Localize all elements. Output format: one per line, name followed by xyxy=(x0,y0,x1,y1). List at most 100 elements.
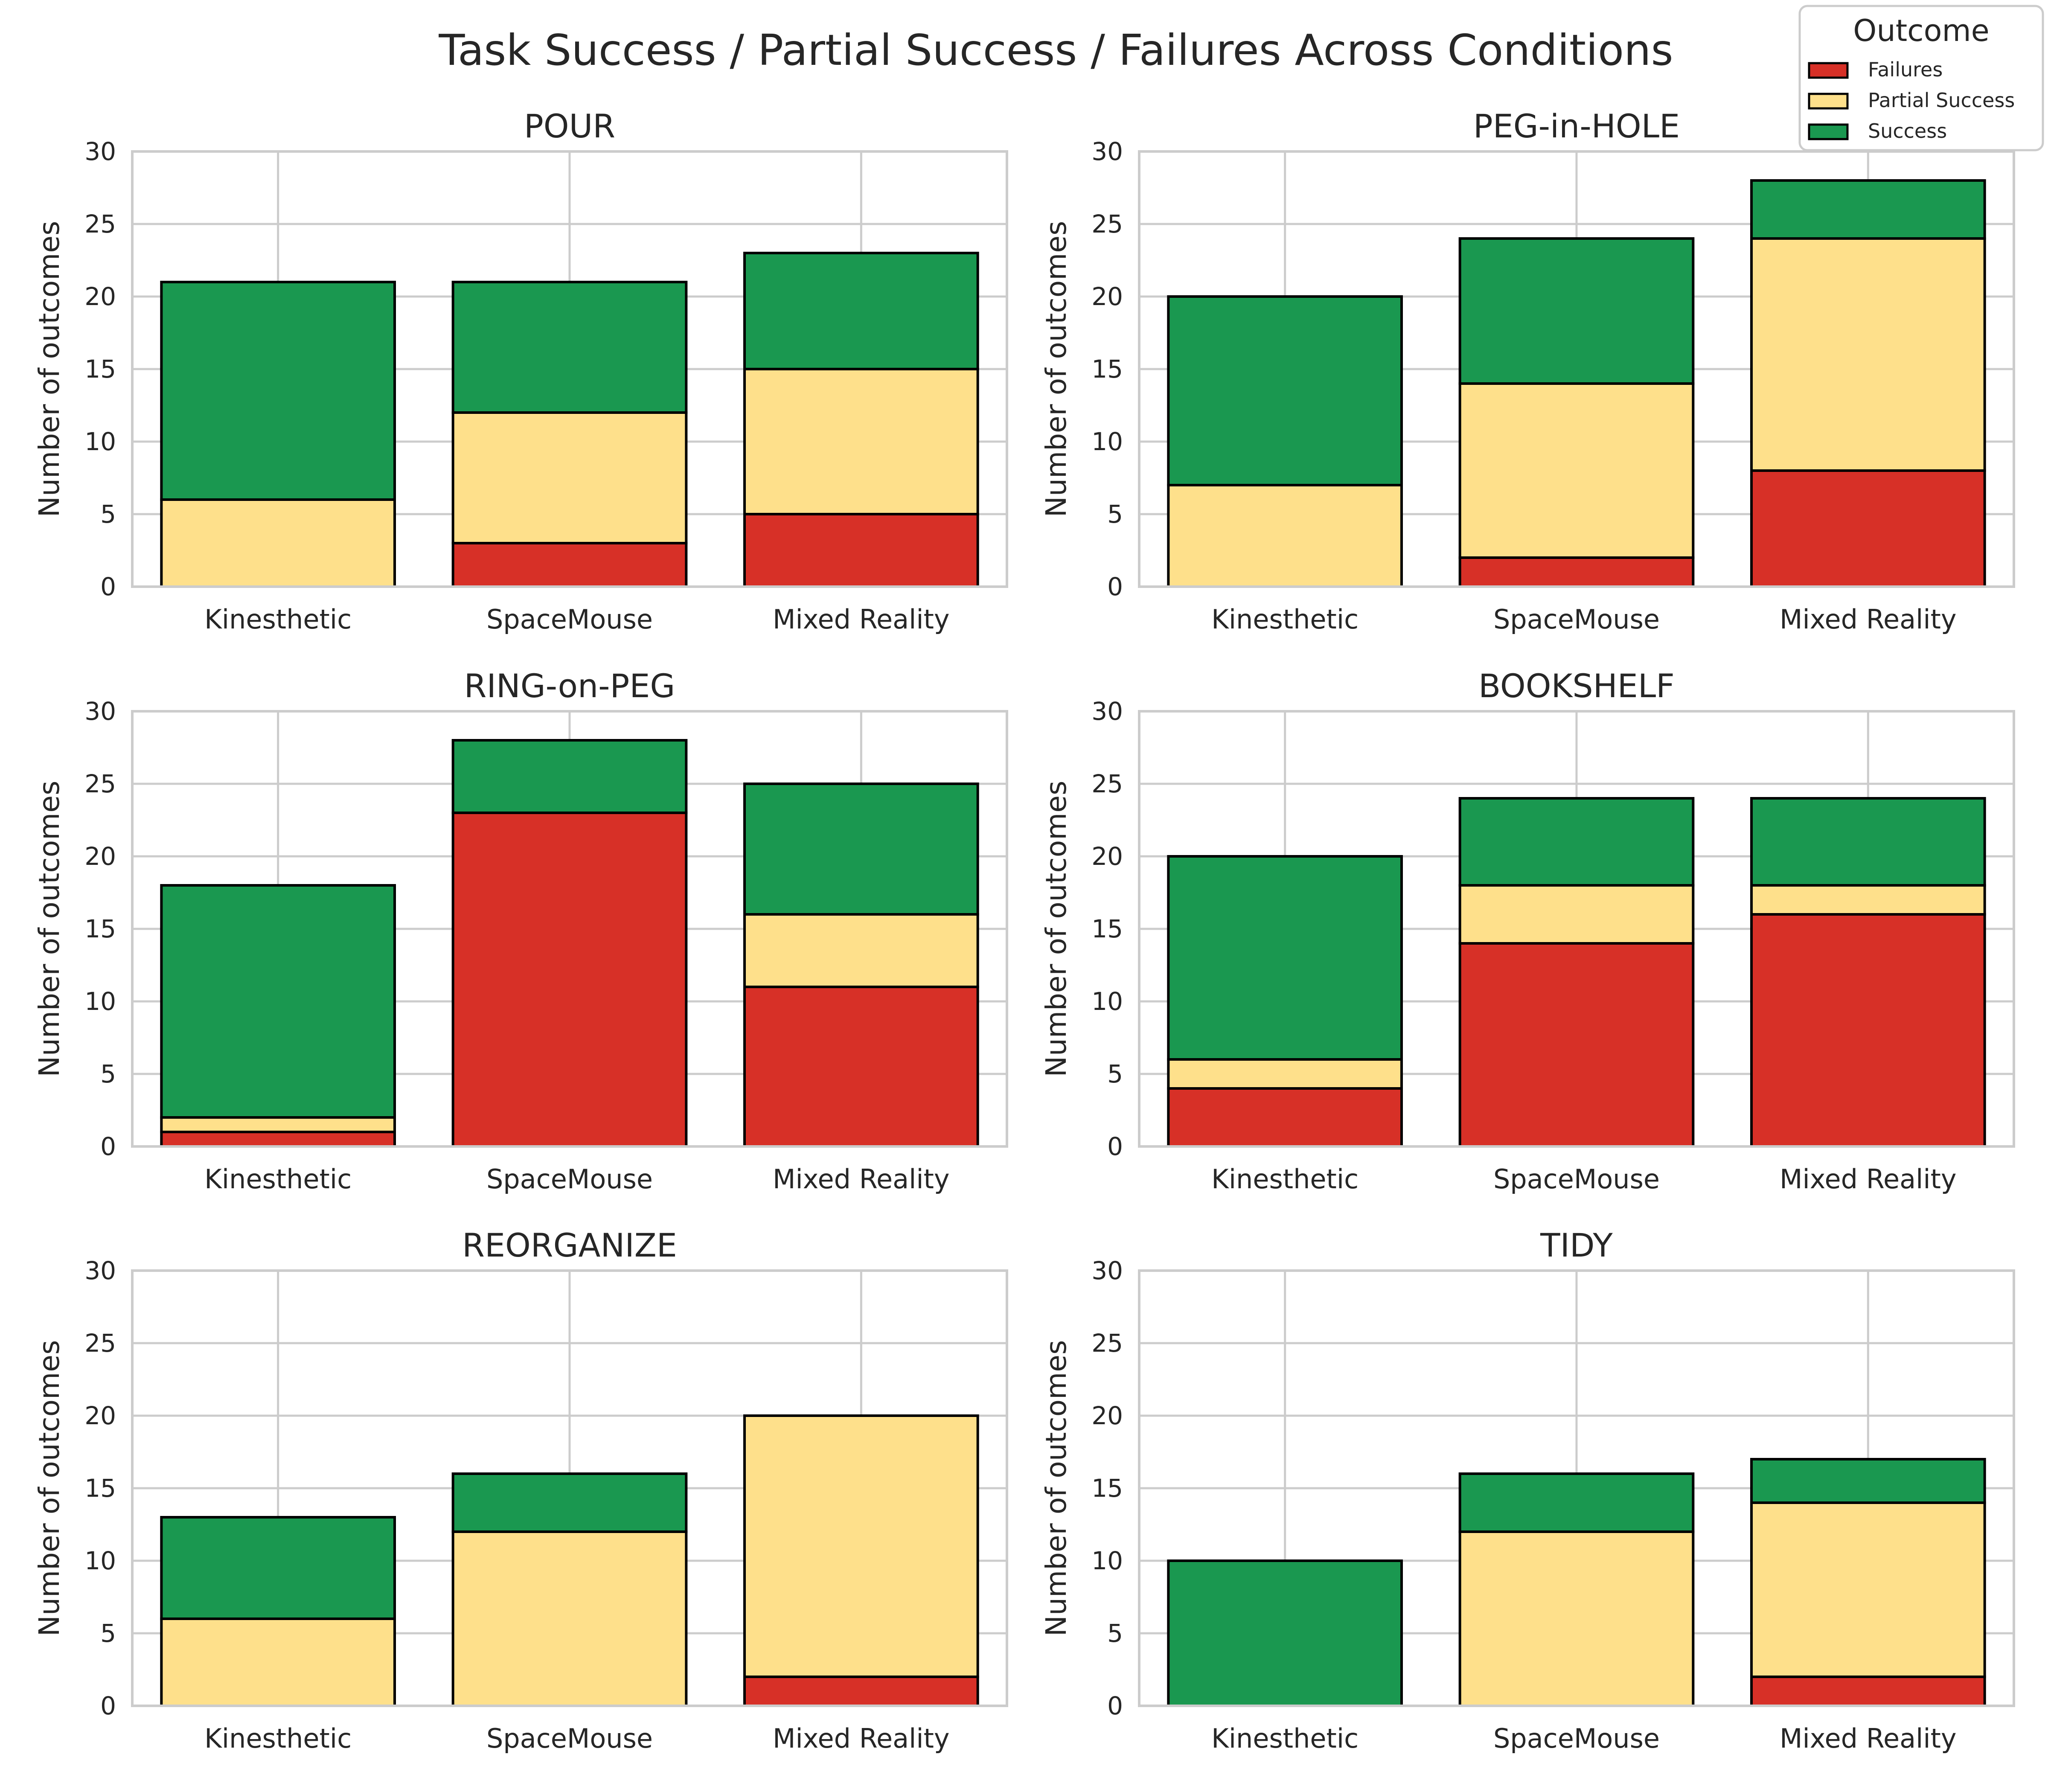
x-tick-label: Kinesthetic xyxy=(1211,1164,1359,1195)
y-tick-label: 15 xyxy=(1091,355,1123,384)
bar-segment-success xyxy=(1750,797,1986,887)
bar-segment-success xyxy=(1167,855,1403,1061)
x-tick-label: SpaceMouse xyxy=(1493,1723,1660,1754)
y-tick-label: 25 xyxy=(1091,1329,1123,1358)
bar-segment-partial-success xyxy=(1167,1058,1403,1090)
y-tick-label: 5 xyxy=(1107,1619,1123,1648)
plot-frame xyxy=(131,150,1008,588)
bar-segment-success xyxy=(1458,1472,1695,1533)
x-tick-label: SpaceMouse xyxy=(1493,604,1660,635)
y-tick-label: 15 xyxy=(84,914,116,943)
x-tick-label: SpaceMouse xyxy=(486,1164,653,1195)
y-tick-label: 20 xyxy=(1091,282,1123,311)
y-tick-label: 30 xyxy=(1091,137,1123,166)
bar-segment-partial-success xyxy=(1750,884,1986,916)
x-tick-label: Mixed Reality xyxy=(773,604,950,635)
y-tick-label: 15 xyxy=(84,355,116,384)
y-axis-label: Number of outcomes xyxy=(33,221,66,518)
legend-swatch xyxy=(1808,93,1849,110)
panel-title: PEG-in-HOLE xyxy=(1473,107,1680,145)
y-tick-label: 25 xyxy=(1091,769,1123,798)
bar-segment-partial-success xyxy=(1750,237,1986,472)
y-tick-label: 5 xyxy=(100,500,116,529)
y-tick-label: 10 xyxy=(84,427,116,456)
x-tick-label: SpaceMouse xyxy=(1493,1164,1660,1195)
bar-segment-success xyxy=(1458,237,1695,385)
bar-segment-partial-success xyxy=(451,1530,688,1707)
chart-title: Task Success / Partial Success / Failure… xyxy=(438,25,1673,75)
bar-segment-success xyxy=(160,1516,396,1620)
bar-segment-partial-success xyxy=(1167,484,1403,588)
y-tick-label: 0 xyxy=(100,1691,116,1720)
y-tick-label: 10 xyxy=(1091,427,1123,456)
bar-segment-partial-success xyxy=(160,1116,396,1133)
y-tick-label: 25 xyxy=(84,1329,116,1358)
y-tick-label: 30 xyxy=(1091,1256,1123,1285)
y-tick-label: 0 xyxy=(100,572,116,601)
x-tick-label: Kinesthetic xyxy=(1211,1723,1359,1754)
bar-segment-success xyxy=(743,783,979,916)
y-tick-label: 30 xyxy=(84,1256,116,1285)
bar-segment-success xyxy=(1167,1559,1403,1707)
bar-segment-failures xyxy=(1167,1087,1403,1148)
legend-swatch xyxy=(1808,123,1849,140)
legend-entry-label: Failures xyxy=(1868,58,1943,81)
y-axis-label: Number of outcomes xyxy=(1040,781,1073,1077)
y-axis-label: Number of outcomes xyxy=(1040,221,1073,518)
y-tick-label: 10 xyxy=(84,1546,116,1575)
panel-reorganize: 0 5 10 15 20 25 30 Kinesthetic SpaceMouse Mixed R… xyxy=(33,1226,1008,1754)
y-tick-label: 5 xyxy=(100,1619,116,1648)
plot-frame xyxy=(131,710,1008,1148)
bar-segment-failures xyxy=(1458,556,1695,588)
legend-title: Outcome xyxy=(1853,13,1989,48)
y-tick-label: 0 xyxy=(1107,1132,1123,1161)
bar-segment-success xyxy=(160,281,396,501)
bar-segment-partial-success xyxy=(160,1617,396,1707)
bar-segment-failures xyxy=(743,513,979,588)
y-axis-label: Number of outcomes xyxy=(1040,1340,1073,1637)
y-tick-label: 30 xyxy=(84,137,116,166)
bar-segment-success xyxy=(1750,179,1986,240)
x-tick-label: SpaceMouse xyxy=(486,604,653,635)
y-tick-label: 15 xyxy=(84,1474,116,1503)
bar-segment-partial-success xyxy=(451,411,688,544)
y-axis-label: Number of outcomes xyxy=(33,781,66,1077)
plot-frame xyxy=(1138,150,2015,588)
x-tick-label: Mixed Reality xyxy=(1780,1723,1957,1754)
panel-title: BOOKSHELF xyxy=(1478,667,1675,705)
bar-segment-partial-success xyxy=(1458,1530,1695,1707)
panel-title: RING-on-PEG xyxy=(464,667,675,705)
y-tick-label: 20 xyxy=(84,282,116,311)
panels-group: 0 5 10 15 20 25 30 Kinesthetic SpaceMouse Mixed R… xyxy=(33,107,2015,1754)
plot-frame xyxy=(1138,1269,2015,1707)
bar-segment-partial-success xyxy=(1750,1501,1986,1678)
bar-segment-failures xyxy=(743,1676,979,1707)
bar-segment-failures xyxy=(1750,1676,1986,1707)
legend: Outcome Failures Partial Success Success xyxy=(1798,5,2044,151)
panel-title: TIDY xyxy=(1540,1226,1613,1264)
y-tick-label: 20 xyxy=(84,842,116,871)
panel-bookshelf: 0 5 10 15 20 25 30 Kinesthetic SpaceMouse Mixed R… xyxy=(1040,667,2015,1195)
bar-segment-success xyxy=(743,252,979,370)
bar-segment-partial-success xyxy=(160,498,396,588)
x-tick-label: Kinesthetic xyxy=(204,1723,352,1754)
y-tick-label: 20 xyxy=(1091,1401,1123,1430)
x-tick-label: Mixed Reality xyxy=(773,1723,950,1754)
bar-segment-failures xyxy=(160,1131,396,1148)
bar-segment-failures xyxy=(451,542,688,588)
panel-title: POUR xyxy=(524,107,615,145)
panel-tidy: 0 5 10 15 20 25 30 Kinesthetic SpaceMouse Mixed R… xyxy=(1040,1226,2015,1754)
y-tick-label: 20 xyxy=(84,1401,116,1430)
bar-segment-failures xyxy=(743,986,979,1148)
panel-title: REORGANIZE xyxy=(462,1226,677,1264)
bar-segment-partial-success xyxy=(743,1414,979,1678)
x-tick-label: SpaceMouse xyxy=(486,1723,653,1754)
y-tick-label: 5 xyxy=(1107,1059,1123,1088)
y-tick-label: 15 xyxy=(1091,1474,1123,1503)
legend-entry-label: Partial Success xyxy=(1868,89,2015,112)
x-tick-label: Kinesthetic xyxy=(204,1164,352,1195)
legend-box xyxy=(1798,5,2044,151)
y-tick-label: 0 xyxy=(100,1132,116,1161)
y-tick-label: 10 xyxy=(1091,1546,1123,1575)
